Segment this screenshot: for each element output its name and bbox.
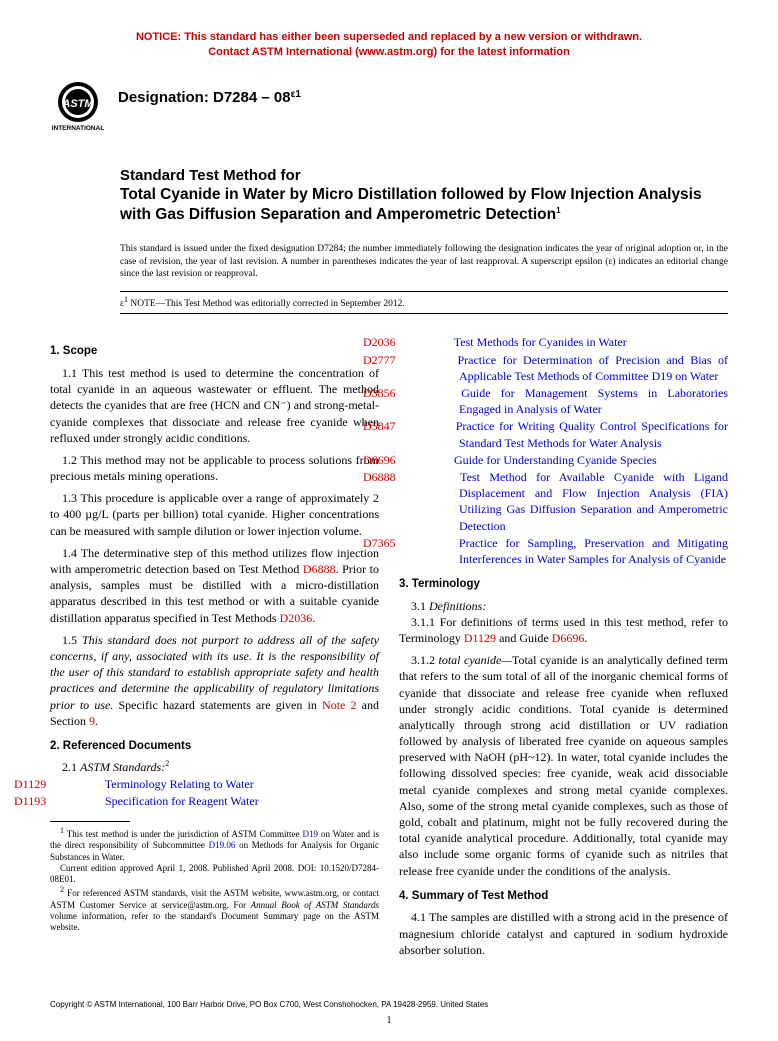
s3subitalic: Definitions: [429,599,486,613]
svg-text:INTERNATIONAL: INTERNATIONAL [52,125,105,132]
ref-title[interactable]: Guide for Understanding Cyanide Species [454,453,657,467]
summary-4-1: 4.1 The samples are distilled with a str… [399,909,728,958]
link-d2036[interactable]: D2036 [280,611,313,625]
ref-d2036: D2036 Test Methods for Cyanides in Water [399,334,728,350]
ref-d3856: D3856 Guide for Management Systems in La… [399,385,728,417]
eps-label: NOTE— [128,299,165,309]
ref-title[interactable]: Specification for Reagent Water [105,794,259,808]
ref-code[interactable]: D2036 [411,334,451,350]
svg-text:ASTM: ASTM [61,98,94,110]
designation-block: Designation: D7284 – 08ε1 [118,80,301,108]
ref-code[interactable]: D6888 [411,469,451,485]
title-block: Standard Test Method for Total Cyanide i… [120,166,728,226]
ref-d7365: D7365 Practice for Sampling, Preservatio… [399,535,728,567]
summary-head: 4. Summary of Test Method [399,889,728,905]
title-sup: 1 [556,206,560,215]
designation-epsilon: ε1 [291,89,301,100]
ref-code[interactable]: D2777 [411,352,451,368]
refdocs-head: 2. Referenced Documents [50,739,379,755]
right-column: D2036 Test Methods for Cyanides in Water… [399,334,728,963]
s2sub: 2.1 [62,760,80,774]
link-d19-06[interactable]: D19.06 [209,840,236,850]
notice-line2: Contact ASTM International (www.astm.org… [50,45,728,60]
s3p1c: . [584,631,587,645]
p4c: . [312,611,315,625]
defs-sub: 3.1 Definitions: [399,598,728,614]
s3p2a: 3.1.2 [411,653,439,667]
link-d6696[interactable]: D6696 [552,631,585,645]
link-note2[interactable]: Note 2 [322,698,356,712]
terminology-head: 3. Terminology [399,577,728,593]
s3p2term: total cyanide— [439,653,512,667]
ref-code[interactable]: D6696 [411,452,451,468]
designation-label: Designation: D7284 – 08 [118,89,291,106]
astm-logo: ASTM INTERNATIONAL [50,80,106,136]
scope-1-2: 1.2 This method may not be applicable to… [50,452,379,484]
refdocs-sub: 2.1 ASTM Standards:2 [50,759,379,775]
p5b: Specific hazard statements are given in [113,698,322,712]
scope-1-1: 1.1 This test method is used to determin… [50,365,379,446]
ref-d2777: D2777 Practice for Determination of Prec… [399,352,728,384]
ref-title[interactable]: Guide for Management Systems in Laborato… [459,386,728,416]
ref-title[interactable]: Test Method for Available Cyanide with L… [459,470,728,533]
s3p2b: Total cyanide is an analytically defined… [399,653,728,877]
eps-text: This Test Method was editorially correct… [165,299,405,309]
ref-code[interactable]: D1129 [62,776,102,792]
s2subsup: 2 [165,759,169,768]
footnote-2: 2 For referenced ASTM standards, visit t… [50,885,379,933]
link-d19[interactable]: D19 [303,829,319,839]
footnote-1: 1 This test method is under the jurisdic… [50,826,379,863]
ref-title[interactable]: Practice for Sampling, Preservation and … [459,536,728,566]
ref-d6888: D6888 Test Method for Available Cyanide … [399,469,728,534]
scope-1-3: 1.3 This procedure is applicable over a … [50,490,379,539]
fn2b: volume information, refer to the standar… [50,911,379,932]
ref-title[interactable]: Terminology Relating to Water [105,777,254,791]
ref-d1129: D1129 Terminology Relating to Water [50,776,379,792]
link-d1129[interactable]: D1129 [464,631,496,645]
scope-1-5: 1.5 This standard does not purport to ad… [50,632,379,729]
title-pre: Standard Test Method for [120,166,728,186]
ref-d1193: D1193 Specification for Reagent Water [50,793,379,809]
header-row: ASTM INTERNATIONAL Designation: D7284 – … [50,80,728,136]
p5a: 1.5 [62,633,82,647]
scope-head: 1. Scope [50,344,379,360]
copyright-line: Copyright © ASTM International, 100 Barr… [50,1000,728,1011]
ref-d6696: D6696 Guide for Understanding Cyanide Sp… [399,452,728,468]
s3p1b: and Guide [496,631,552,645]
link-d6888[interactable]: D6888 [303,562,336,576]
page-number: 1 [0,1014,778,1028]
left-column: 1. Scope 1.1 This test method is used to… [50,334,379,963]
title-main-text: Total Cyanide in Water by Micro Distilla… [120,186,702,223]
ref-title[interactable]: Test Methods for Cyanides in Water [454,335,627,349]
body-columns: 1. Scope 1.1 This test method is used to… [50,334,728,963]
ref-title[interactable]: Practice for Determination of Precision … [457,353,728,383]
footnote-rule [50,821,130,822]
s2subitalic: ASTM Standards: [80,760,165,774]
title-main: Total Cyanide in Water by Micro Distilla… [120,185,728,225]
fn1a: This test method is under the jurisdicti… [64,829,303,839]
ref-d5847: D5847 Practice for Writing Quality Contr… [399,418,728,450]
epsilon-note: ε1 NOTE—This Test Method was editorially… [120,291,728,315]
fn2i: Annual Book of ASTM Standards [251,900,379,910]
supersession-notice: NOTICE: This standard has either been su… [50,30,728,60]
s3sub: 3.1 [411,599,429,613]
term-3-1-2: 3.1.2 total cyanide—Total cyanide is an … [399,652,728,879]
scope-1-4: 1.4 The determinative step of this metho… [50,545,379,626]
ref-code[interactable]: D5847 [411,418,451,434]
ref-code[interactable]: D7365 [411,535,451,551]
issuance-note: This standard is issued under the fixed … [120,243,728,280]
notice-line1: NOTICE: This standard has either been su… [50,30,728,45]
footnote-1b: Current edition approved April 1, 2008. … [50,863,379,886]
term-3-1-1: 3.1.1 For definitions of terms used in t… [399,614,728,646]
ref-code[interactable]: D1193 [62,793,102,809]
p5d: . [95,714,98,728]
ref-title[interactable]: Practice for Writing Quality Control Spe… [456,419,728,449]
ref-code[interactable]: D3856 [411,385,451,401]
